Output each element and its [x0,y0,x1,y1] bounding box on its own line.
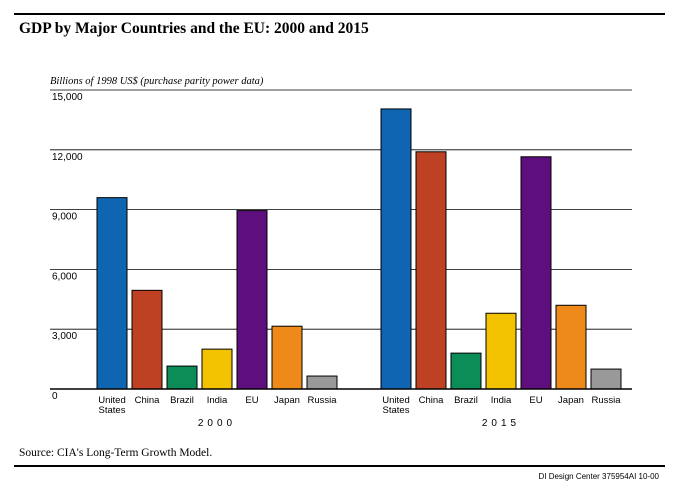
category-label: Japan [274,395,300,406]
category-label: Japan [558,395,584,406]
category-label: States [99,405,126,416]
bar-2015-japan [555,304,587,390]
bar-2000-brazil [166,365,198,390]
y-tick-label: 6,000 [52,271,77,282]
category-label: United [382,395,409,406]
bar-2000-japan [271,325,303,390]
bottom-rule [14,465,665,467]
bar-2000-eu [236,210,268,390]
group-label-2000: 2000 [198,418,236,429]
y-axis-unit-label: Billions of 1998 US$ (purchase parity po… [50,76,264,87]
category-label: EU [529,395,542,406]
bar-2015-russia [590,368,622,390]
bar-2015-united-states [380,108,412,390]
category-label: China [135,395,161,406]
bar-2015-china [415,151,447,390]
bar-2000-russia [306,375,338,390]
bar-2015-brazil [450,352,482,390]
bar-2000-india [201,348,233,390]
category-label: China [419,395,445,406]
y-tick-label: 15,000 [52,92,83,103]
category-label: Russia [591,395,621,406]
top-rule [14,13,665,15]
y-tick-label: 0 [52,391,58,402]
bar-2015-eu [520,156,552,390]
source-note: Source: CIA's Long-Term Growth Model. [19,447,213,459]
bar-2000-united-states [96,197,128,390]
category-label: United [98,395,125,406]
category-label: India [491,395,512,406]
category-label: States [383,405,410,416]
bar-2000-china [131,289,163,390]
category-label: EU [245,395,258,406]
y-tick-label: 3,000 [52,331,77,342]
category-label: India [207,395,228,406]
design-credit: DI Design Center 375954AI 10-00 [538,472,659,481]
y-tick-label: 9,000 [52,212,77,223]
category-label: Brazil [170,395,194,406]
bar-2015-india [485,312,517,390]
y-tick-label: 12,000 [52,152,83,163]
category-label: Russia [307,395,337,406]
group-label-2015: 2015 [482,418,520,429]
chart-title: GDP by Major Countries and the EU: 2000 … [19,20,369,37]
category-label: Brazil [454,395,478,406]
